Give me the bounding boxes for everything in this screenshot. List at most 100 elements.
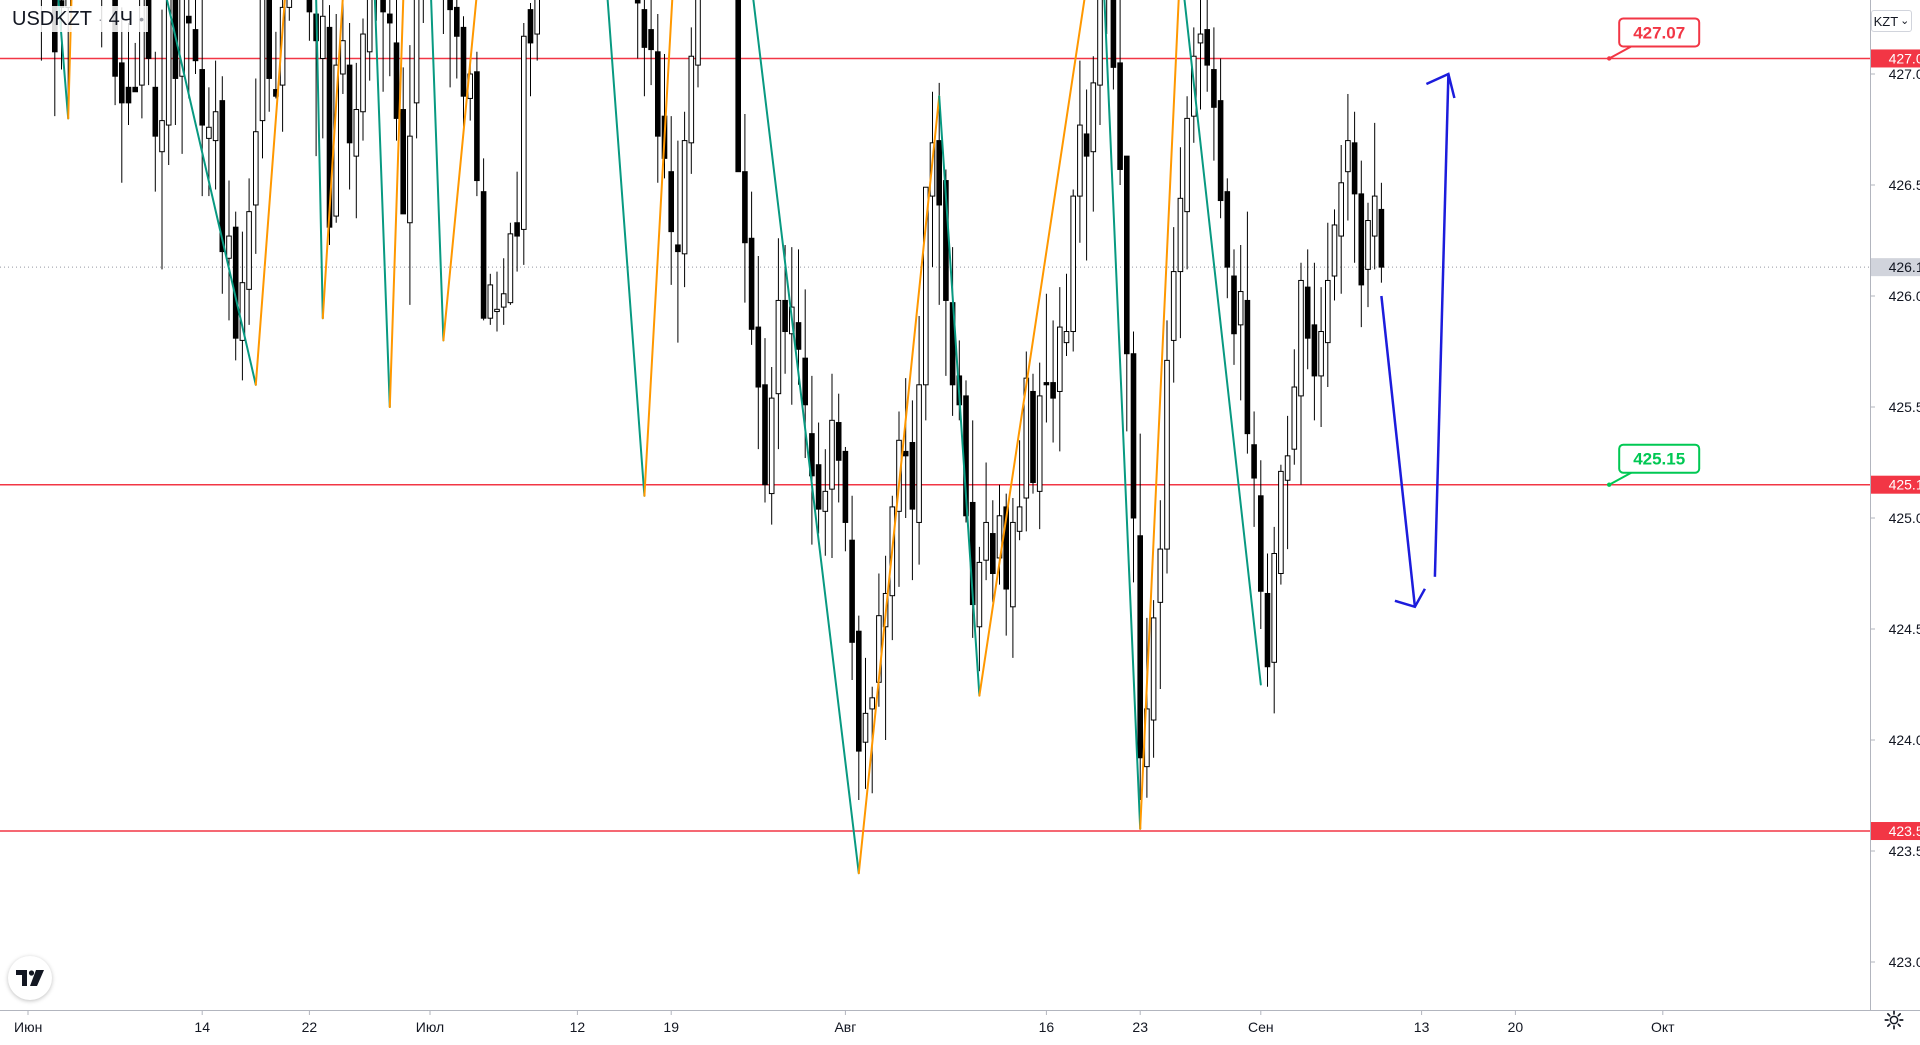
y-tick-label: 426.00 bbox=[1889, 288, 1920, 304]
callout-pointer bbox=[1608, 471, 1632, 486]
candle-body bbox=[902, 450, 909, 457]
candle-body bbox=[1311, 324, 1318, 377]
candle-body bbox=[1291, 386, 1298, 450]
candle-body bbox=[1130, 353, 1137, 519]
gear-icon[interactable] bbox=[1882, 1008, 1906, 1032]
candle-body bbox=[360, 33, 366, 113]
candle-body bbox=[1170, 271, 1177, 341]
candle-body bbox=[480, 191, 487, 319]
candle-body bbox=[1271, 553, 1278, 663]
candle-body bbox=[641, 9, 648, 48]
level-axis-label: 427.07 bbox=[1889, 50, 1920, 66]
candle-body bbox=[990, 533, 996, 574]
candle-body bbox=[393, 42, 400, 119]
level-axis-badge bbox=[1871, 475, 1920, 494]
candle-body bbox=[487, 284, 494, 319]
candle-body bbox=[1030, 390, 1036, 483]
candle-body bbox=[648, 29, 654, 51]
x-tick-label: Июл bbox=[416, 1019, 444, 1035]
candle-body bbox=[762, 384, 768, 486]
candle-body bbox=[1097, 0, 1103, 86]
candle-body bbox=[755, 326, 762, 388]
candles-layer bbox=[40, 0, 1385, 800]
candle-body bbox=[1345, 140, 1351, 173]
forecast-arrow-layer bbox=[1380, 72, 1456, 609]
x-tick-label: 22 bbox=[302, 1019, 318, 1035]
candle-body bbox=[1184, 117, 1190, 213]
candle-body bbox=[909, 442, 916, 510]
candle-body bbox=[1237, 291, 1244, 326]
zigzag-segment bbox=[1103, 0, 1142, 830]
candle-body bbox=[869, 697, 876, 710]
candle-body bbox=[1251, 444, 1257, 479]
candle-body bbox=[407, 135, 413, 224]
candle-body bbox=[212, 111, 219, 142]
tradingview-logo-icon[interactable] bbox=[8, 956, 52, 1000]
candle-body bbox=[266, 0, 272, 79]
zigzag-segment bbox=[165, 0, 257, 386]
candle-body bbox=[1231, 275, 1237, 335]
candle-body bbox=[775, 299, 782, 395]
candle-body bbox=[668, 171, 675, 233]
y-tick-label: 424.50 bbox=[1889, 621, 1920, 637]
interval-label[interactable]: 4Ч bbox=[108, 7, 134, 30]
x-tick-label: 13 bbox=[1414, 1019, 1430, 1035]
candle-body bbox=[1331, 224, 1338, 277]
candle-body bbox=[132, 86, 138, 93]
candle-body bbox=[976, 561, 983, 628]
currency-button[interactable]: KZT ⌄ bbox=[1871, 10, 1912, 32]
candle-body bbox=[1110, 0, 1117, 68]
callout-anchor-dot bbox=[1607, 56, 1612, 61]
candle-body bbox=[1338, 182, 1345, 237]
level-axis-label: 425.15 bbox=[1889, 477, 1920, 493]
candle-body bbox=[186, 15, 192, 24]
candle-body bbox=[1264, 592, 1271, 668]
candle-body bbox=[152, 86, 159, 137]
candle-body bbox=[1117, 62, 1123, 170]
candle-body bbox=[1365, 220, 1371, 270]
zigzag-segment bbox=[857, 95, 941, 875]
callout-label: 425.15 bbox=[1633, 450, 1685, 469]
candle-body bbox=[1077, 124, 1083, 197]
x-tick-label: 12 bbox=[570, 1019, 586, 1035]
candle-body bbox=[474, 71, 480, 182]
candle-body bbox=[521, 35, 527, 230]
x-tick-label: Авг bbox=[834, 1019, 856, 1035]
y-tick-label: 423.50 bbox=[1889, 843, 1920, 859]
x-tick-label: 19 bbox=[663, 1019, 679, 1035]
candle-body bbox=[454, 6, 460, 37]
y-tick-label: 424.00 bbox=[1889, 732, 1920, 748]
level-lines-layer bbox=[0, 57, 1870, 832]
candle-body bbox=[320, 15, 326, 59]
symbol-name[interactable]: USDKZT bbox=[12, 7, 92, 30]
candle-body bbox=[259, 0, 266, 122]
candle-body bbox=[179, 0, 185, 77]
candle-body bbox=[1083, 133, 1090, 157]
candle-body bbox=[748, 237, 755, 330]
candle-body bbox=[1157, 548, 1164, 603]
candle-body bbox=[1150, 617, 1157, 721]
candle-body bbox=[1371, 195, 1378, 237]
candle-body bbox=[507, 233, 514, 304]
forecast-down-line bbox=[1380, 295, 1417, 607]
candle-body bbox=[1318, 331, 1324, 377]
candle-body bbox=[460, 26, 467, 97]
candle-body bbox=[782, 299, 788, 333]
zigzag-segment bbox=[938, 95, 981, 697]
candle-body bbox=[1197, 33, 1204, 44]
tradingview-logo-glyph bbox=[16, 970, 44, 986]
candle-body bbox=[822, 490, 829, 512]
zigzag-segment bbox=[978, 0, 1086, 697]
candle-body bbox=[809, 433, 815, 477]
candle-body bbox=[366, 0, 373, 53]
callout-box bbox=[1618, 443, 1701, 474]
candle-body bbox=[306, 0, 313, 13]
candle-body bbox=[1284, 455, 1291, 481]
candle-body bbox=[842, 450, 849, 523]
x-tick-label: 16 bbox=[1039, 1019, 1055, 1035]
candle-body bbox=[387, 13, 393, 24]
symbol-header[interactable]: USDKZT · 4Ч • bbox=[8, 6, 149, 32]
candle-body bbox=[936, 140, 943, 206]
